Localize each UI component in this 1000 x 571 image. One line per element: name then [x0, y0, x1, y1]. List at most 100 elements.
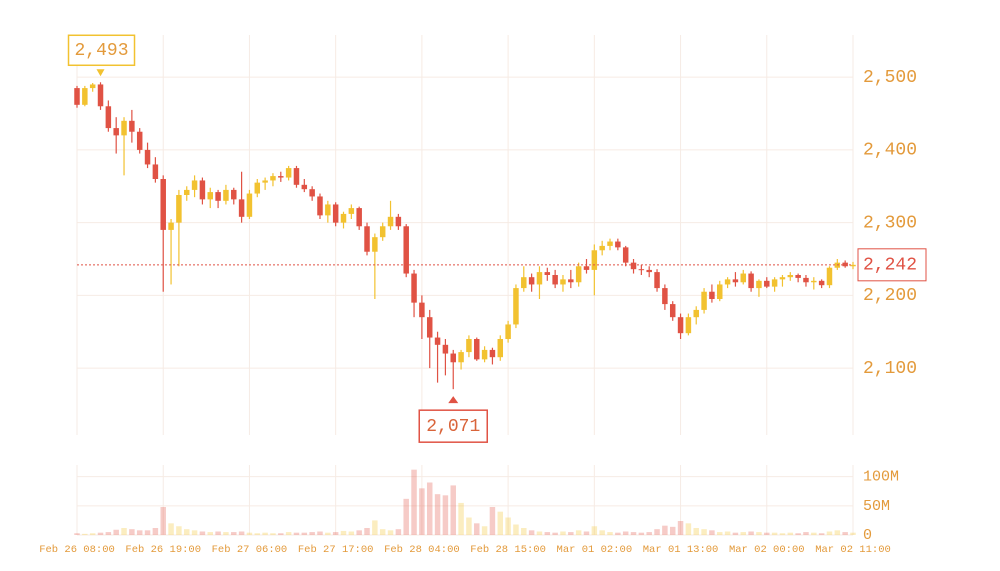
- volume-bar: [552, 532, 558, 535]
- x-tick-label: Feb 27 06:00: [212, 544, 288, 556]
- volume-bar: [583, 531, 590, 535]
- max-marker: [96, 69, 105, 77]
- candle-body: [717, 284, 723, 299]
- candle-body: [622, 247, 629, 263]
- candle-body: [458, 352, 464, 363]
- volume-bar: [379, 529, 386, 535]
- volume-bar: [340, 530, 347, 535]
- x-tick-label: Feb 26 08:00: [39, 544, 115, 556]
- volume-bar: [113, 529, 119, 535]
- candle-body: [152, 164, 159, 179]
- volume-bar: [317, 531, 323, 535]
- candle-body: [513, 288, 519, 325]
- x-tick-label: Mar 01 13:00: [643, 544, 719, 556]
- candle-body: [669, 304, 676, 318]
- candle-body: [521, 277, 527, 289]
- candle-body: [528, 277, 535, 285]
- volume-bar: [364, 528, 370, 535]
- volume-bar: [693, 528, 699, 535]
- candle-body: [474, 339, 480, 360]
- candle-body: [575, 266, 582, 283]
- volume-bar: [638, 532, 645, 535]
- candle-body: [325, 204, 331, 216]
- candle-body: [599, 245, 605, 251]
- volume-bar: [803, 532, 809, 535]
- candle-body: [693, 309, 699, 318]
- volume-bar: [121, 528, 127, 535]
- candle-body: [231, 189, 237, 200]
- candle-body: [176, 195, 182, 223]
- volume-bar: [356, 530, 362, 535]
- volume-bar: [372, 520, 378, 535]
- candle-body: [395, 216, 402, 227]
- volume-bar: [411, 469, 417, 535]
- candle-body: [787, 275, 794, 278]
- candle-body: [379, 226, 386, 238]
- candle-body: [223, 189, 229, 201]
- candle-body: [826, 267, 833, 286]
- volume-bar: [497, 511, 504, 535]
- candle-body: [489, 349, 496, 358]
- candle-body: [560, 279, 566, 285]
- candle-body: [105, 106, 112, 129]
- candle-body: [160, 179, 166, 230]
- volume-bar: [97, 532, 104, 535]
- volume-bar: [685, 523, 692, 535]
- volume-bar: [811, 532, 817, 535]
- volume-bar: [301, 532, 308, 535]
- volume-bar: [528, 530, 535, 535]
- candle-body: [544, 272, 551, 275]
- candle-body: [113, 128, 119, 136]
- candle-body: [340, 213, 347, 223]
- candle-body: [756, 280, 762, 289]
- volume-bar: [223, 532, 229, 535]
- candle-body: [317, 196, 323, 216]
- candle-body: [654, 272, 660, 289]
- volume-bar: [144, 530, 151, 535]
- volume-bar: [176, 526, 182, 535]
- volume-bar: [434, 494, 441, 535]
- candle-body: [450, 353, 456, 363]
- candle-body: [168, 222, 174, 230]
- volume-bar: [325, 532, 331, 535]
- volume-bar: [771, 532, 778, 535]
- candle-body: [136, 131, 143, 150]
- volume-bar: [293, 532, 300, 535]
- volume-bar: [191, 530, 198, 535]
- y-tick-label: 2,400: [863, 141, 917, 161]
- x-tick-label: Mar 02 11:00: [815, 544, 891, 556]
- min-marker: [448, 396, 459, 404]
- candle-body: [662, 288, 668, 305]
- candle-body: [615, 241, 621, 248]
- volume-bar: [238, 531, 245, 535]
- candle-body: [97, 84, 104, 107]
- volume-bar: [168, 523, 174, 535]
- candle-body: [411, 273, 417, 303]
- candle-body: [481, 349, 488, 360]
- candle-body: [121, 120, 127, 136]
- last-price-box: [857, 248, 927, 282]
- candle-body: [270, 176, 276, 181]
- candle-body: [426, 317, 433, 338]
- volume-bar: [779, 533, 786, 535]
- candle-body: [630, 262, 637, 270]
- volume-bar: [591, 526, 598, 535]
- volume-bar: [270, 533, 276, 535]
- volume-bar: [489, 507, 496, 535]
- candle-body: [677, 317, 684, 334]
- volume-bar: [677, 521, 684, 535]
- volume-bar: [199, 531, 206, 535]
- candle-body: [238, 199, 245, 217]
- candle-body: [215, 192, 221, 201]
- volume-bar: [285, 532, 292, 535]
- volume-tick-label: 50M: [863, 498, 890, 515]
- y-tick-label: 2,100: [863, 359, 917, 379]
- volume-bar: [278, 533, 284, 535]
- volume-bar: [787, 532, 794, 535]
- volume-bar: [348, 531, 355, 535]
- candle-body: [536, 272, 543, 285]
- volume-bar: [207, 532, 213, 535]
- volume-tick-label: 100M: [863, 469, 899, 486]
- volume-bar: [521, 528, 527, 535]
